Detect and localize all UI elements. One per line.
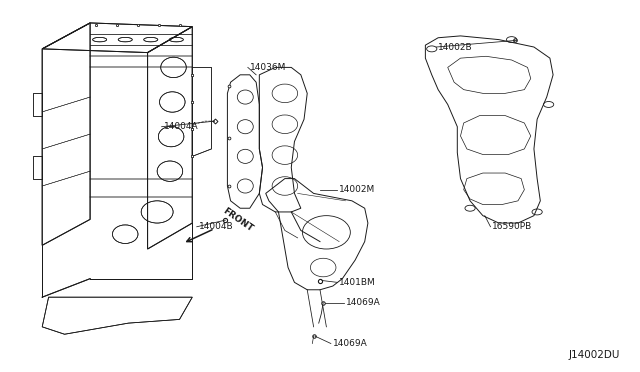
- Text: 16590PB: 16590PB: [492, 222, 532, 231]
- Text: J14002DU: J14002DU: [569, 350, 620, 360]
- Text: 14069A: 14069A: [346, 298, 380, 307]
- Text: 14004A: 14004A: [164, 122, 198, 131]
- Text: FRONT: FRONT: [221, 206, 255, 234]
- Text: 14036M: 14036M: [250, 63, 286, 72]
- Text: 14004B: 14004B: [198, 222, 234, 231]
- Text: 14002M: 14002M: [339, 185, 376, 194]
- Text: 14002B: 14002B: [438, 42, 473, 51]
- Text: 14069A: 14069A: [333, 339, 367, 348]
- Text: 1401BM: 1401BM: [339, 278, 376, 287]
